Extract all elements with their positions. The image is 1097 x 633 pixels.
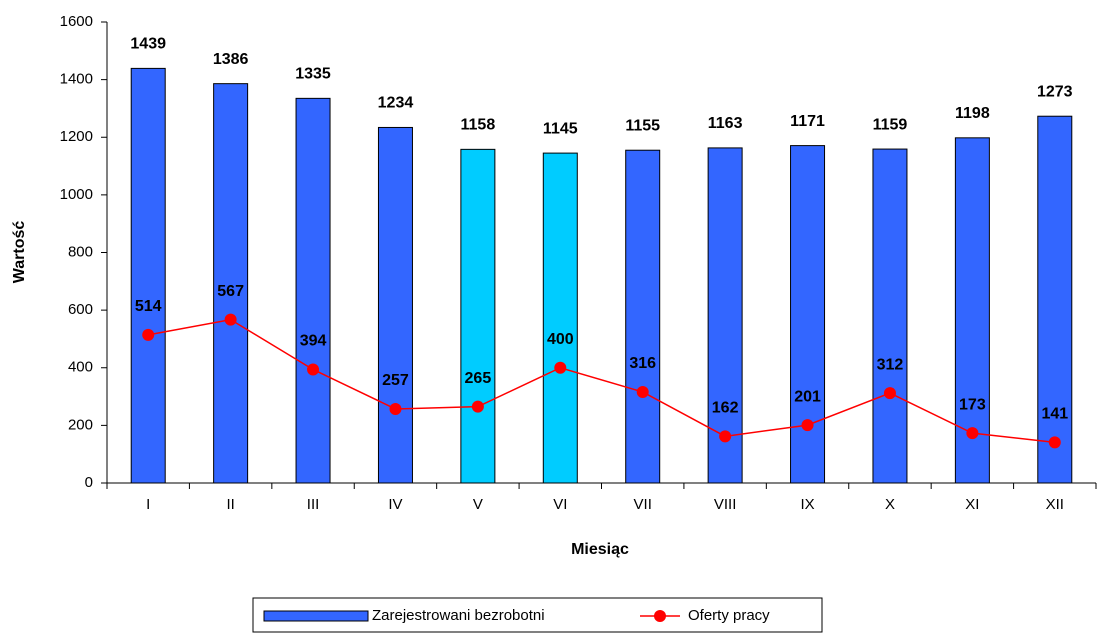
bar-value-label: 1155 (625, 117, 660, 134)
bar-value-label: 1234 (378, 95, 414, 112)
point-value-label: 400 (547, 331, 574, 348)
line-point (966, 427, 979, 440)
point-value-label: 265 (465, 370, 492, 387)
bar (542, 152, 578, 484)
y-tick-label: 1200 (60, 128, 93, 145)
line-point (636, 385, 649, 398)
y-tick-label: 800 (68, 243, 93, 260)
line-point (224, 313, 237, 326)
bar (872, 148, 908, 484)
point-value-label: 173 (959, 396, 986, 413)
bar-value-label: 1145 (543, 120, 578, 137)
legend-swatch (263, 610, 369, 622)
point-value-label: 312 (877, 356, 904, 373)
x-tick-label: VI (553, 496, 567, 513)
bar (213, 83, 249, 484)
bar (130, 67, 166, 484)
x-tick-label: V (473, 496, 483, 513)
y-tick-label: 1600 (60, 13, 93, 30)
x-tick-label: II (226, 496, 234, 513)
line (148, 318, 1055, 444)
y-tick-label: 0 (85, 474, 93, 491)
point-value-label: 394 (300, 333, 327, 350)
bar (707, 147, 743, 484)
point-value-label: 141 (1041, 406, 1068, 423)
line-point (801, 419, 814, 432)
point-value-label: 162 (712, 400, 739, 417)
line-point (1048, 436, 1061, 449)
line-point (554, 361, 567, 374)
y-tick-label: 400 (68, 359, 93, 376)
y-tick-label: 600 (68, 301, 93, 318)
bar-value-label: 1198 (955, 105, 990, 122)
point-value-label: 316 (629, 355, 656, 372)
point-value-label: 567 (217, 283, 244, 300)
x-tick-label: XI (965, 496, 979, 513)
line-point (142, 328, 155, 341)
x-tick-label: VII (634, 496, 652, 513)
legend-label: Zarejestrowani bezrobotni (372, 607, 545, 624)
line-point (389, 402, 402, 415)
bar (377, 126, 413, 484)
x-tick-label: I (146, 496, 150, 513)
bar-value-label: 1159 (873, 116, 908, 133)
bar (1037, 115, 1073, 484)
x-tick-label: III (307, 496, 320, 513)
bar-value-label: 1158 (461, 117, 496, 134)
y-axis-label: Wartość (11, 221, 28, 284)
bar (295, 97, 331, 484)
point-value-label: 201 (794, 388, 821, 405)
legend-label: Oferty pracy (688, 607, 770, 624)
point-value-label: 257 (382, 372, 409, 389)
line-point (883, 387, 896, 400)
line-point (471, 400, 484, 413)
x-tick-label: IX (800, 496, 814, 513)
bar (460, 148, 496, 484)
bar (625, 149, 661, 484)
x-tick-label: X (885, 496, 895, 513)
bar-value-label: 1335 (295, 66, 331, 83)
bar (790, 145, 826, 484)
bar-value-label: 1163 (708, 115, 743, 132)
bar (954, 137, 990, 484)
legend-point (654, 610, 666, 622)
y-tick-label: 200 (68, 416, 93, 433)
bar-value-label: 1386 (213, 51, 249, 68)
bar-value-label: 1439 (130, 36, 166, 53)
x-tick-label: IV (388, 496, 402, 513)
x-axis-label: Miesiąc (571, 541, 629, 558)
x-tick-label: VIII (714, 496, 737, 513)
point-value-label: 514 (135, 298, 162, 315)
y-tick-label: 1400 (60, 71, 93, 88)
x-tick-label: XII (1046, 496, 1064, 513)
y-tick-label: 1000 (60, 186, 93, 203)
bar-value-label: 1273 (1037, 83, 1073, 100)
line-point (719, 430, 732, 443)
bar-value-label: 1171 (790, 113, 825, 130)
line-point (307, 363, 320, 376)
